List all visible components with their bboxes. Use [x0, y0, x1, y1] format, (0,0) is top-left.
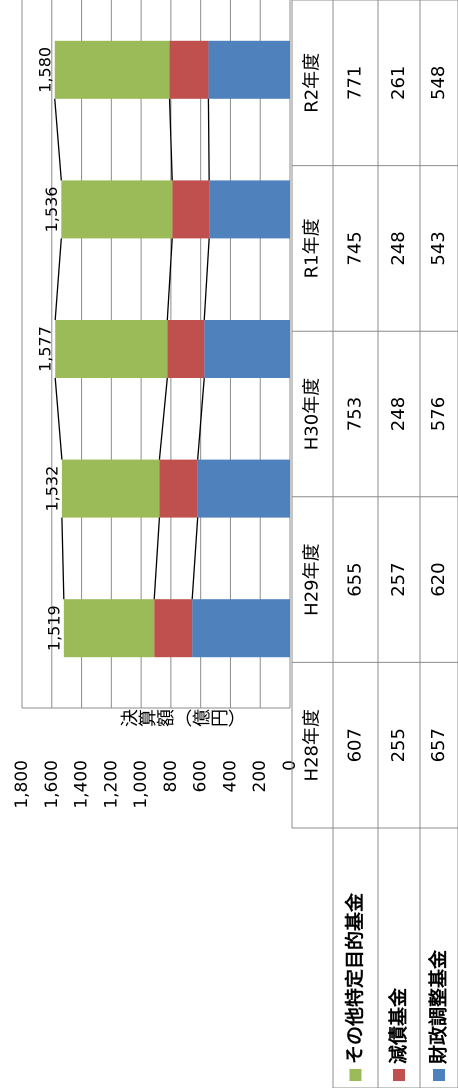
- table-value: 753: [345, 397, 366, 431]
- table-value: 655: [345, 562, 366, 596]
- legend-swatch: [349, 1069, 362, 1081]
- bar-segment: [154, 599, 193, 658]
- series-line: [207, 98, 210, 181]
- legend-label: 減債基金: [387, 987, 410, 1064]
- series-line: [61, 517, 65, 600]
- legend-swatch: [393, 1069, 405, 1081]
- table-value: 576: [428, 397, 449, 431]
- table-value: 745: [345, 231, 366, 265]
- series-line: [54, 98, 62, 181]
- table-value: 657: [428, 728, 449, 762]
- series-line: [54, 238, 62, 321]
- x-tick-label: R1年度: [302, 218, 323, 278]
- y-tick-label: 1,800: [12, 760, 32, 809]
- series-line: [54, 377, 63, 460]
- total-label: 1,536: [42, 186, 61, 232]
- series-line: [166, 238, 173, 321]
- y-tick-label: 600: [191, 760, 211, 792]
- x-tick-label: H30年度: [302, 378, 323, 450]
- x-tick-label: H29年度: [302, 543, 323, 615]
- bar-segment: [204, 320, 291, 378]
- series-line: [158, 377, 168, 460]
- table-value: 248: [388, 397, 409, 431]
- total-label: 1,577: [36, 326, 55, 372]
- table-value: 548: [428, 66, 449, 100]
- bar-segment: [61, 180, 173, 239]
- y-tick-label: 800: [161, 760, 181, 792]
- bar-segment: [54, 40, 170, 99]
- total-label: 1,580: [35, 47, 54, 93]
- series-line: [153, 517, 161, 600]
- y-tick-label: 1,000: [131, 760, 151, 809]
- x-tick-label: R2年度: [302, 53, 323, 113]
- y-tick-label: 0: [280, 760, 300, 771]
- total-label: 1,519: [44, 605, 63, 651]
- bar-segment: [169, 40, 209, 99]
- y-tick-label: 1,600: [42, 760, 62, 809]
- y-tick-label: 200: [250, 760, 270, 792]
- series-line: [168, 98, 173, 181]
- table-value: 257: [388, 562, 409, 596]
- table-value: 620: [428, 562, 449, 596]
- series-line: [197, 377, 205, 460]
- bar-segment: [172, 180, 210, 239]
- y-tick-label: 1,400: [72, 760, 92, 809]
- table-value: 607: [345, 728, 366, 762]
- bar-segment: [63, 599, 155, 658]
- table-value: 248: [388, 231, 409, 265]
- table-value: 261: [388, 66, 409, 100]
- y-axis-label: 決算額（億円）: [120, 709, 246, 730]
- bar-segment: [192, 599, 290, 658]
- table-value: 255: [388, 728, 409, 762]
- legend-label: その他特定目的基金: [343, 892, 366, 1064]
- bar-segment: [197, 459, 290, 518]
- bar-segment: [159, 459, 198, 518]
- bar-segment: [61, 459, 160, 518]
- table-value: 771: [345, 66, 366, 100]
- table-value: 543: [428, 231, 449, 265]
- bar-segment: [167, 320, 205, 378]
- bar-segment: [55, 320, 168, 378]
- x-tick-label: H28年度: [302, 709, 323, 781]
- total-label: 1,532: [42, 466, 61, 512]
- legend-label: 財政調整基金: [427, 949, 450, 1064]
- chart-body: 決算額（億円） 0 200 400 600 800 1,000 1,200 1,400 1,60…: [12, 0, 458, 1088]
- series-line: [191, 517, 199, 600]
- bar-segment: [209, 180, 290, 239]
- series-line: [203, 238, 210, 321]
- legend-swatch: [433, 1069, 445, 1081]
- y-tick-label: 1,200: [101, 760, 121, 809]
- y-tick-label: 400: [220, 760, 240, 792]
- bar-segment: [208, 40, 290, 99]
